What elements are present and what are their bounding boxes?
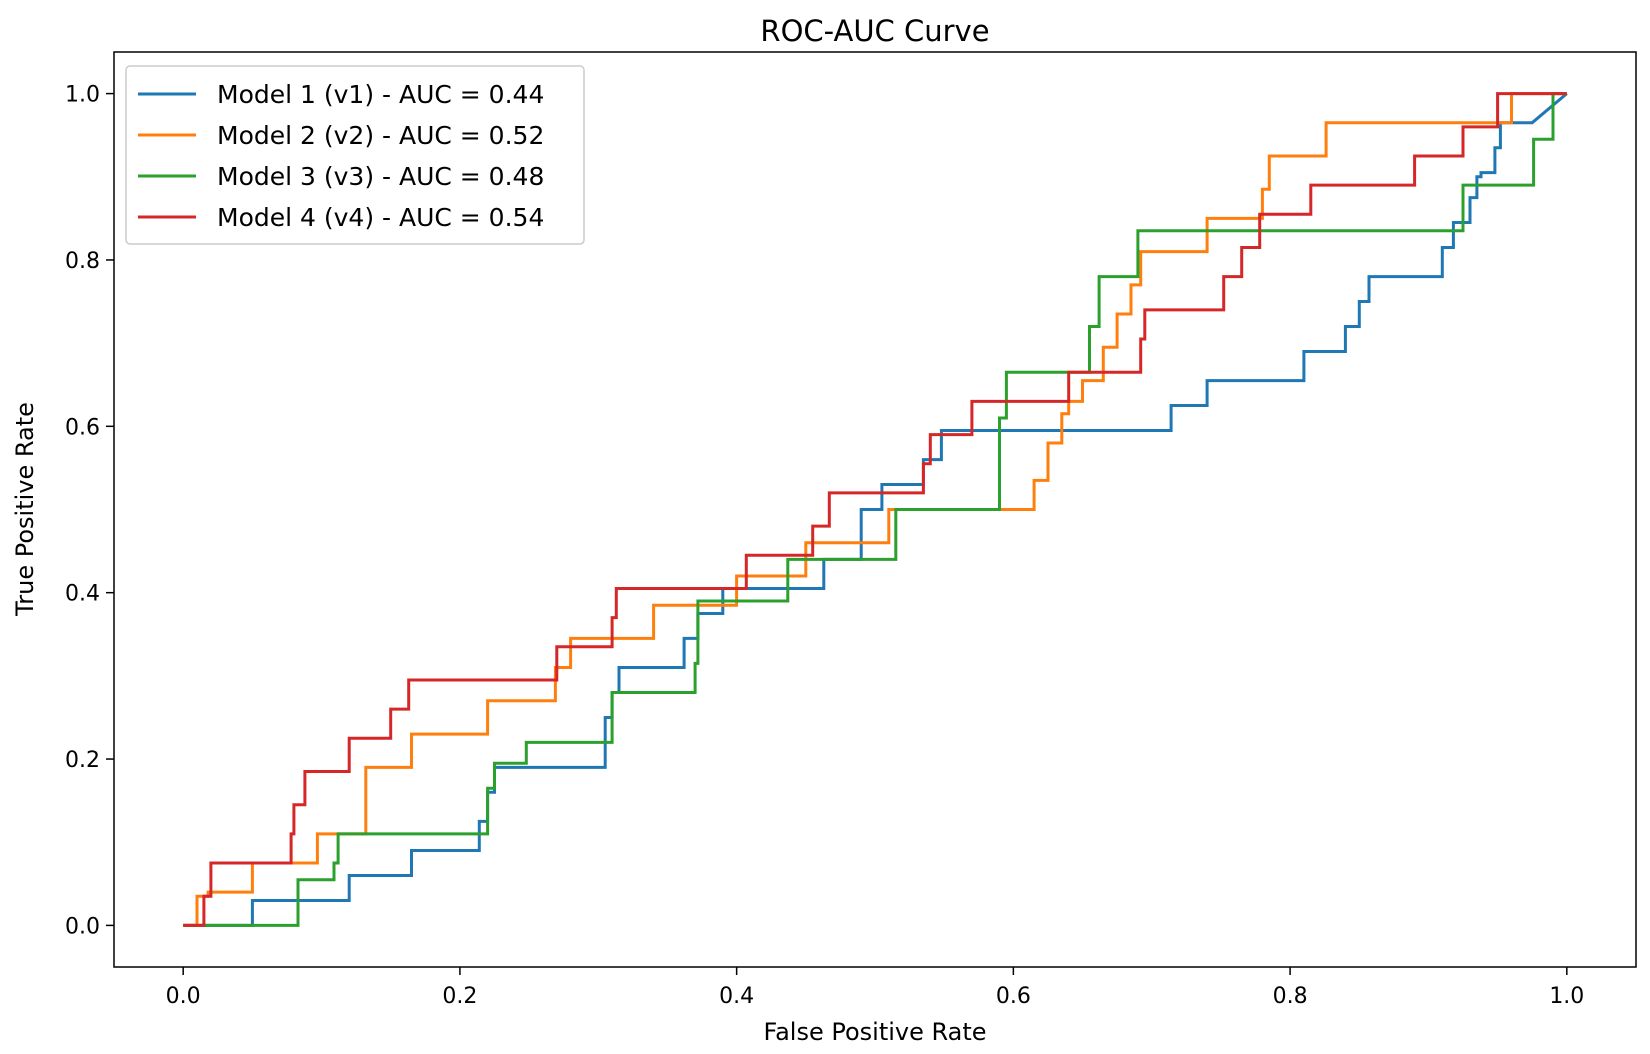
y-tick-label: 0.6: [65, 415, 100, 440]
x-tick-label: 1.0: [1549, 984, 1584, 1009]
chart-title: ROC-AUC Curve: [760, 14, 989, 48]
x-tick-label: 0.2: [442, 984, 477, 1009]
series-line-2: [183, 92, 1567, 927]
y-tick-label: 1.0: [65, 83, 100, 108]
legend-label-2: Model 2 (v2) - AUC = 0.52: [217, 121, 544, 150]
plot-area: [183, 92, 1568, 927]
y-tick-label: 0.2: [65, 748, 100, 773]
x-tick-label: 0.6: [996, 984, 1031, 1009]
y-axis: 0.0 0.2 0.4 0.6 0.8 1.0: [65, 83, 114, 939]
legend-label-3: Model 3 (v3) - AUC = 0.48: [217, 162, 544, 191]
x-tick-label: 0.8: [1273, 984, 1308, 1009]
series-line-4: [183, 92, 1567, 927]
legend: Model 1 (v1) - AUC = 0.44 Model 2 (v2) - …: [125, 65, 585, 245]
x-axis-label: False Positive Rate: [763, 1018, 986, 1046]
legend-box: [125, 65, 585, 245]
y-axis-label: True Positive Rate: [11, 402, 39, 617]
x-tick-label: 0.4: [719, 984, 754, 1009]
series-line-3: [183, 92, 1567, 927]
legend-label-1: Model 1 (v1) - AUC = 0.44: [217, 80, 544, 109]
x-axis: 0.0 0.2 0.4 0.6 0.8 1.0: [166, 967, 1584, 1009]
y-tick-label: 0.8: [65, 249, 100, 274]
plot-frame: [113, 51, 1637, 968]
x-tick-label: 0.0: [166, 984, 201, 1009]
legend-label-4: Model 4 (v4) - AUC = 0.54: [217, 203, 544, 232]
y-tick-label: 0.0: [65, 914, 100, 939]
y-tick-label: 0.4: [65, 582, 100, 607]
